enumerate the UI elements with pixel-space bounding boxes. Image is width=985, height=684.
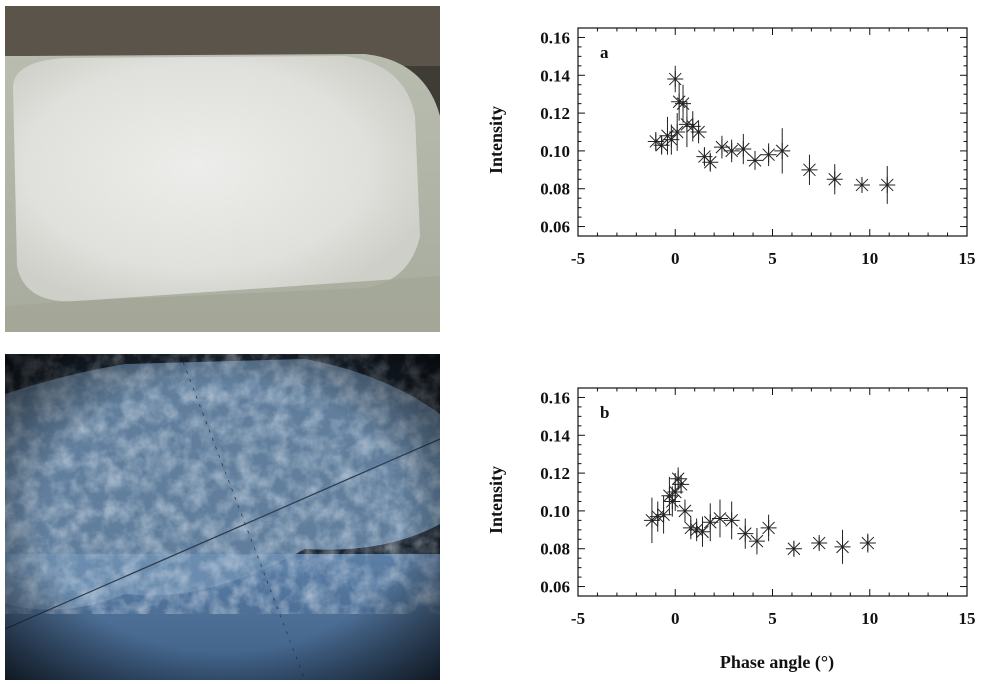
y-tick-label: 0.12 — [540, 104, 570, 123]
data-point — [664, 493, 681, 510]
data-point — [669, 124, 686, 140]
data-point — [735, 141, 752, 158]
data-point — [653, 137, 670, 154]
panel-label-a: a — [600, 43, 609, 62]
data-point — [774, 142, 791, 159]
ice-crystal-microscope-photo — [5, 354, 440, 680]
y-tick-label: 0.08 — [540, 540, 570, 559]
data-point — [723, 512, 740, 529]
data-point — [690, 124, 707, 140]
y-tick-label: 0.10 — [540, 142, 570, 161]
y-tick-label: 0.14 — [540, 426, 570, 445]
data-point — [737, 525, 754, 542]
data-point — [694, 523, 711, 540]
x-tick-label: 10 — [861, 609, 878, 628]
x-tick-label: -5 — [571, 609, 585, 628]
y-tick-label: 0.12 — [540, 464, 570, 483]
data-point — [785, 540, 802, 557]
intensity-chart-b: -5 0 5 10 15 0.06 0.08 0.10 0.12 0.14 0.16 b Inten… — [486, 387, 976, 673]
x-tick-label: 10 — [861, 249, 878, 268]
data-point — [711, 510, 728, 527]
data-point — [675, 95, 692, 112]
y-axis-title-b: Intensity — [486, 466, 506, 534]
data-point — [760, 519, 777, 536]
data-point — [746, 152, 763, 169]
data-point — [673, 476, 690, 493]
data-point — [811, 535, 828, 552]
x-tick-label: 0 — [671, 249, 680, 268]
data-point — [826, 171, 843, 188]
x-tick-label: -5 — [571, 249, 585, 268]
x-axis-title-b: Phase angle (°) — [720, 652, 834, 673]
data-point — [667, 71, 684, 88]
frost-sample-photo — [5, 6, 440, 332]
y-tick-label: 0.16 — [540, 388, 570, 407]
data-point — [853, 176, 870, 193]
y-axis-title-a: Intensity — [486, 106, 506, 174]
x-tick-label: 5 — [768, 249, 777, 268]
data-point — [760, 146, 777, 163]
data-point — [748, 533, 765, 550]
data-point — [834, 538, 851, 555]
data-point — [723, 142, 740, 159]
y-tick-label: 0.10 — [540, 502, 570, 521]
panel-label-b: b — [600, 403, 609, 422]
x-tick-label: 15 — [959, 249, 976, 268]
data-point — [667, 484, 684, 500]
plot-frame — [577, 27, 968, 237]
y-tick-label: 0.16 — [540, 28, 570, 47]
y-tick-label: 0.08 — [540, 180, 570, 199]
data-point — [801, 161, 818, 178]
data-point — [655, 506, 672, 523]
plot-frame — [577, 387, 968, 597]
intensity-chart-a: -5 0 5 10 15 0.06 0.08 0.10 0.12 0.14 0.16 a Inten… — [486, 27, 976, 268]
data-point — [663, 131, 680, 148]
data-point — [879, 176, 896, 193]
data-point — [702, 154, 719, 171]
y-tick-label: 0.06 — [540, 218, 570, 237]
x-tick-label: 0 — [671, 609, 680, 628]
data-point — [859, 535, 876, 552]
x-tick-label: 5 — [768, 609, 777, 628]
y-tick-label: 0.14 — [540, 66, 570, 85]
y-tick-label: 0.06 — [540, 578, 570, 597]
data-point — [676, 502, 693, 519]
x-tick-label: 15 — [959, 609, 976, 628]
